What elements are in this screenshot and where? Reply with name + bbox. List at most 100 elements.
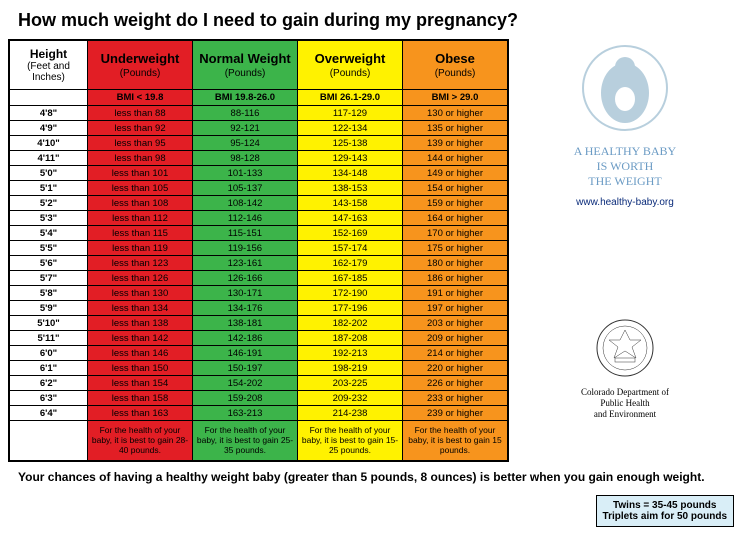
cell-height: 5'0" [10, 166, 88, 181]
cell-height: 5'2" [10, 196, 88, 211]
cell-over: 138-153 [298, 181, 403, 196]
cell-under: less than 108 [88, 196, 193, 211]
cell-obese: 170 or higher [403, 226, 508, 241]
col-height-label: Height [12, 47, 85, 61]
advice-obese: For the health of your baby, it is best … [403, 421, 508, 461]
col-under-sub: (Pounds) [90, 68, 190, 79]
cell-under: less than 163 [88, 406, 193, 421]
cell-normal: 95-124 [193, 136, 298, 151]
cell-obese: 209 or higher [403, 331, 508, 346]
cell-normal: 115-151 [193, 226, 298, 241]
cell-under: less than 95 [88, 136, 193, 151]
cell-normal: 108-142 [193, 196, 298, 211]
cell-height: 4'10" [10, 136, 88, 151]
advice-normal: For the health of your baby, it is best … [193, 421, 298, 461]
cell-height: 4'8" [10, 106, 88, 121]
healthy-baby-logo [580, 43, 670, 138]
cell-over: 152-169 [298, 226, 403, 241]
table-row: 5'6"less than 123123-161162-179180 or hi… [10, 256, 508, 271]
cell-over: 177-196 [298, 301, 403, 316]
table-row: 5'4"less than 115115-151152-169170 or hi… [10, 226, 508, 241]
cell-over: 198-219 [298, 361, 403, 376]
cell-height: 6'1" [10, 361, 88, 376]
cell-over: 214-238 [298, 406, 403, 421]
cell-normal: 119-156 [193, 241, 298, 256]
cell-normal: 112-146 [193, 211, 298, 226]
cell-under: less than 154 [88, 376, 193, 391]
cell-under: less than 138 [88, 316, 193, 331]
sidebar: A HEALTHY BABY IS WORTH THE WEIGHT www.h… [509, 39, 729, 462]
col-obese-sub: (Pounds) [405, 68, 505, 79]
cell-normal: 159-208 [193, 391, 298, 406]
cell-normal: 123-161 [193, 256, 298, 271]
cell-height: 6'0" [10, 346, 88, 361]
table-row: 5'2"less than 108108-142143-158159 or hi… [10, 196, 508, 211]
cell-normal: 92-121 [193, 121, 298, 136]
cell-over: 147-163 [298, 211, 403, 226]
cell-over: 203-225 [298, 376, 403, 391]
cell-under: less than 98 [88, 151, 193, 166]
cell-under: less than 88 [88, 106, 193, 121]
table-row: 4'9"less than 9292-121122-134135 or high… [10, 121, 508, 136]
colorado-seal-block: Colorado Department of Public Health and… [581, 318, 669, 419]
cell-obese: 159 or higher [403, 196, 508, 211]
cell-over: 122-134 [298, 121, 403, 136]
cell-obese: 214 or higher [403, 346, 508, 361]
table-row: 5'1"less than 105105-137138-153154 or hi… [10, 181, 508, 196]
cell-over: 162-179 [298, 256, 403, 271]
cell-over: 182-202 [298, 316, 403, 331]
cell-height: 4'9" [10, 121, 88, 136]
cell-normal: 134-176 [193, 301, 298, 316]
cell-height: 5'10" [10, 316, 88, 331]
bmi-row: BMI < 19.8 BMI 19.8-26.0 BMI 26.1-29.0 B… [10, 90, 508, 106]
col-underweight: Underweight (Pounds) [88, 41, 193, 90]
cell-under: less than 130 [88, 286, 193, 301]
col-height-sub: (Feet and Inches) [12, 61, 85, 83]
cell-normal: 154-202 [193, 376, 298, 391]
cell-under: less than 126 [88, 271, 193, 286]
bmi-under: BMI < 19.8 [88, 90, 193, 106]
cell-height: 5'5" [10, 241, 88, 256]
table-row: 6'1"less than 150150-197198-219220 or hi… [10, 361, 508, 376]
seal-line-3: and Environment [581, 409, 669, 420]
cell-under: less than 101 [88, 166, 193, 181]
cell-obese: 149 or higher [403, 166, 508, 181]
cell-obese: 139 or higher [403, 136, 508, 151]
cell-normal: 142-186 [193, 331, 298, 346]
advice-blank [10, 421, 88, 461]
cell-normal: 130-171 [193, 286, 298, 301]
table-row: 5'3"less than 112112-146147-163164 or hi… [10, 211, 508, 226]
cell-height: 6'4" [10, 406, 88, 421]
table-row: 6'2"less than 154154-202203-225226 or hi… [10, 376, 508, 391]
weight-table: Height (Feet and Inches) Underweight (Po… [9, 40, 508, 461]
cell-obese: 180 or higher [403, 256, 508, 271]
cell-height: 4'11" [10, 151, 88, 166]
seal-label: Colorado Department of Public Health and… [581, 387, 669, 419]
col-height: Height (Feet and Inches) [10, 41, 88, 90]
cell-obese: 164 or higher [403, 211, 508, 226]
cell-normal: 126-166 [193, 271, 298, 286]
col-overweight: Overweight (Pounds) [298, 41, 403, 90]
cell-under: less than 92 [88, 121, 193, 136]
cell-height: 5'6" [10, 256, 88, 271]
col-over-label: Overweight [315, 51, 386, 66]
table-row: 5'5"less than 119119-156157-174175 or hi… [10, 241, 508, 256]
table-row: 6'0"less than 146146-191192-213214 or hi… [10, 346, 508, 361]
table-row: 5'11"less than 142142-186187-208209 or h… [10, 331, 508, 346]
cell-obese: 175 or higher [403, 241, 508, 256]
twins-line-2: Triplets aim for 50 pounds [603, 511, 727, 522]
cell-over: 209-232 [298, 391, 403, 406]
col-normal: Normal Weight (Pounds) [193, 41, 298, 90]
bmi-blank [10, 90, 88, 106]
table-row: 6'3"less than 158159-208209-232233 or hi… [10, 391, 508, 406]
page-title: How much weight do I need to gain during… [0, 0, 746, 39]
bmi-obese: BMI > 29.0 [403, 90, 508, 106]
cell-over: 167-185 [298, 271, 403, 286]
col-obese-label: Obese [435, 51, 475, 66]
footer-note: Your chances of having a healthy weight … [0, 462, 746, 484]
cell-obese: 144 or higher [403, 151, 508, 166]
table-row: 5'0"less than 101101-133134-148149 or hi… [10, 166, 508, 181]
cell-under: less than 123 [88, 256, 193, 271]
tagline-2: IS WORTH [574, 159, 676, 174]
website-url[interactable]: www.healthy-baby.org [576, 197, 674, 208]
